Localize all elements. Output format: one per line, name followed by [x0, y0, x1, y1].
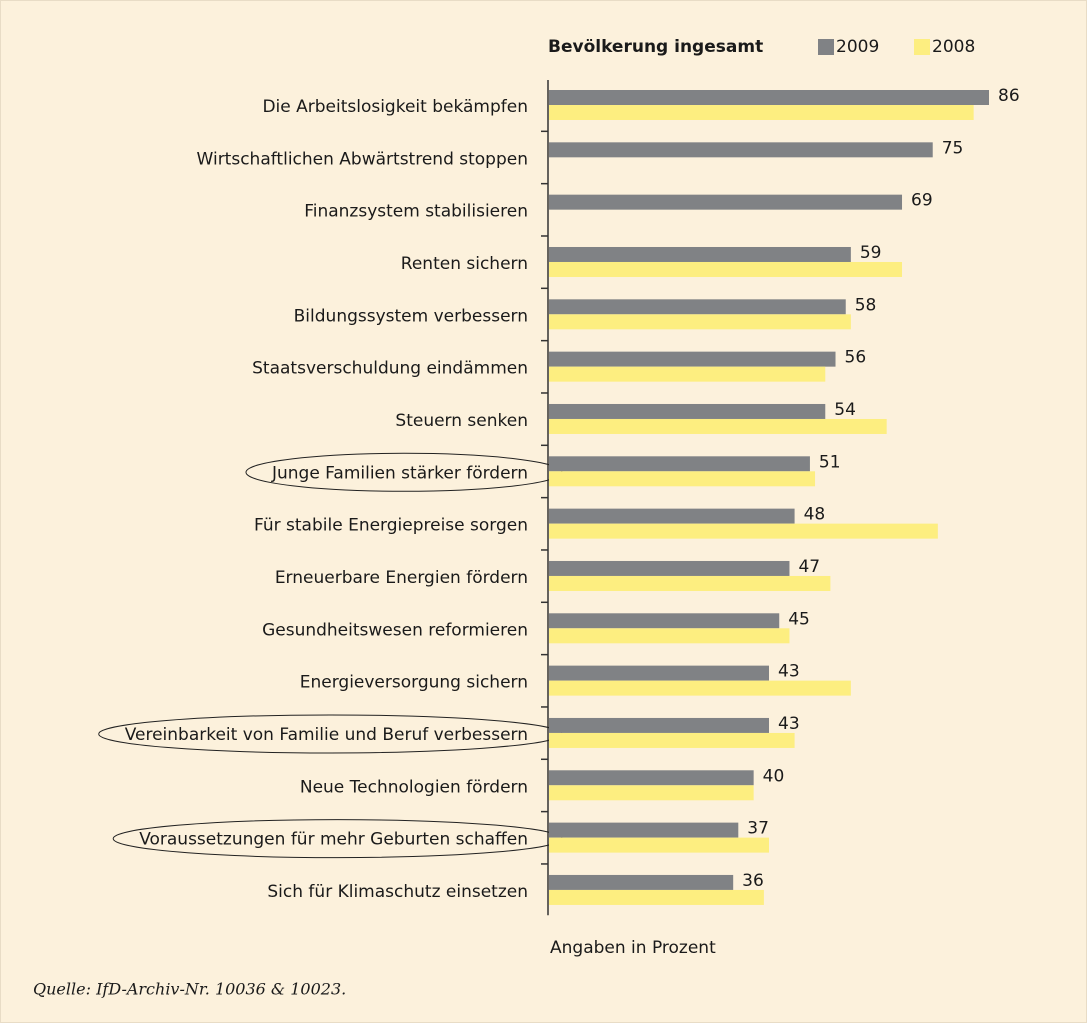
value-label: 75 — [942, 138, 964, 158]
note: Angaben in Prozent — [550, 938, 716, 958]
legend-title: Bevölkerung ingesamt — [548, 37, 763, 57]
bar — [549, 628, 790, 644]
legend-label: 2008 — [932, 37, 975, 57]
bar — [549, 837, 769, 853]
bar — [549, 822, 739, 838]
bar — [549, 889, 764, 905]
value-label: 86 — [998, 86, 1020, 106]
bar — [549, 785, 754, 801]
legend-swatch — [818, 39, 834, 55]
category-label: Neue Technologien fördern — [300, 777, 528, 797]
legend-label: 2009 — [836, 37, 879, 57]
value-label: 56 — [845, 348, 867, 368]
bar — [549, 456, 810, 472]
value-label: 40 — [763, 766, 785, 786]
category-label: Voraussetzungen für mehr Geburten schaff… — [139, 830, 528, 850]
bar — [549, 366, 826, 382]
bar — [549, 194, 903, 210]
value-label: 69 — [911, 191, 933, 211]
bar — [549, 523, 938, 539]
value-label: 59 — [860, 243, 882, 263]
bar — [549, 246, 851, 262]
value-label: 51 — [819, 452, 841, 472]
bar — [549, 874, 734, 890]
bar — [549, 665, 769, 681]
bar — [549, 403, 826, 419]
bar — [549, 418, 887, 434]
category-label: Vereinbarkeit von Familie und Beruf verb… — [125, 725, 528, 745]
category-label: Für stabile Energiepreise sorgen — [254, 516, 528, 536]
category-label: Junge Familien stärker fördern — [271, 463, 528, 483]
bar — [549, 261, 903, 277]
value-label: 45 — [788, 609, 810, 629]
value-label: 54 — [834, 400, 856, 420]
value-label: 58 — [855, 295, 877, 315]
category-label: Renten sichern — [401, 254, 528, 274]
bar — [549, 105, 974, 120]
source: Quelle: IfD-Archiv-Nr. 10036 & 10023. — [33, 980, 346, 999]
category-label: Gesundheitswesen reformieren — [262, 620, 528, 640]
value-label: 43 — [778, 662, 800, 682]
category-label: Energieversorgung sichern — [300, 673, 528, 693]
legend-swatch — [914, 39, 930, 55]
bar — [549, 575, 831, 591]
bar — [549, 613, 780, 629]
value-label: 36 — [742, 871, 764, 891]
category-label: Erneuerbare Energien fördern — [275, 568, 528, 588]
category-label: Wirtschaftlichen Abwärtstrend stoppen — [197, 149, 528, 169]
bar — [549, 299, 846, 315]
category-label: Bildungssystem verbessern — [294, 306, 528, 326]
bar — [549, 680, 851, 696]
value-label: 37 — [747, 819, 769, 839]
bar — [549, 732, 795, 748]
value-label: 48 — [804, 505, 826, 525]
bar — [549, 560, 790, 576]
bar — [549, 90, 989, 105]
bar — [549, 314, 851, 330]
bar — [549, 142, 933, 158]
value-label: 47 — [798, 557, 820, 577]
category-label: Die Arbeitslosigkeit bekämpfen — [262, 97, 528, 117]
bar — [549, 717, 769, 733]
bar — [549, 770, 754, 786]
category-label: Finanzsystem stabilisieren — [304, 202, 528, 222]
bar — [549, 351, 836, 367]
category-label: Staatsverschuldung eindämmen — [252, 359, 528, 379]
bar — [549, 508, 795, 524]
category-label: Sich für Klimaschutz einsetzen — [267, 882, 528, 902]
bar — [549, 471, 816, 487]
category-label: Steuern senken — [395, 411, 528, 431]
value-label: 43 — [778, 714, 800, 734]
